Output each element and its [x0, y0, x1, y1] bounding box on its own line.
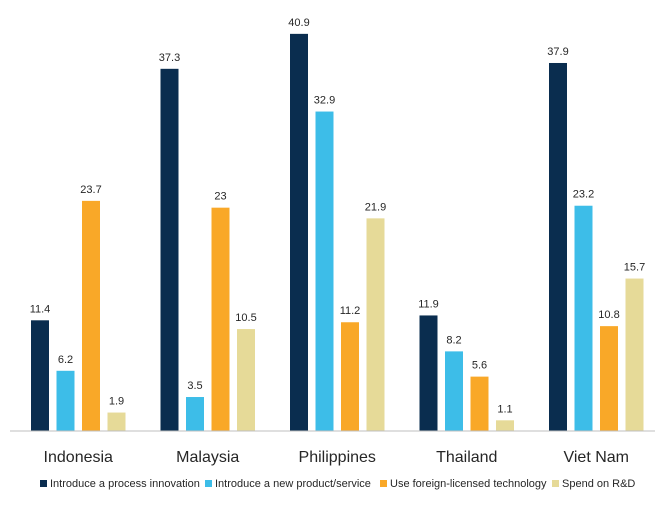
- legend-label-use-foreign-licensed-technology: Use foreign-licensed technology: [390, 478, 547, 490]
- value-label-philippines-use-foreign-licensed-technology: 11.2: [340, 305, 361, 317]
- bar-thailand-spend-on-r-d: [496, 420, 514, 431]
- category-labels-layer: Indonesia Malaysia Philippines Thailand Viet…: [44, 449, 629, 466]
- bar-indonesia-introduce-a-new-product-service: [56, 370, 75, 431]
- category-label-philippines: Philippines: [299, 449, 376, 466]
- bar-viet-nam-introduce-a-new-product-service: [574, 205, 593, 431]
- legend-label-introduce-a-new-product-service: Introduce a new product/service: [215, 478, 371, 490]
- bar-thailand-use-foreign-licensed-technology: [470, 376, 489, 431]
- bar-philippines-spend-on-r-d: [366, 218, 385, 431]
- bar-philippines-introduce-a-new-product-service: [315, 111, 334, 431]
- value-label-indonesia-use-foreign-licensed-technology: 23.7: [80, 184, 101, 196]
- bars-layer: [31, 33, 644, 432]
- legend-swatch-use-foreign-licensed-technology: [380, 480, 387, 487]
- value-label-indonesia-introduce-a-new-product-service: 6.2: [58, 354, 73, 366]
- value-label-philippines-introduce-a-process-innovation: 40.9: [288, 17, 309, 29]
- value-label-viet-nam-introduce-a-process-innovation: 37.9: [547, 46, 568, 58]
- value-label-malaysia-introduce-a-process-innovation: 37.3: [159, 52, 180, 64]
- category-label-indonesia: Indonesia: [44, 449, 113, 466]
- value-label-thailand-introduce-a-new-product-service: 8.2: [446, 334, 461, 346]
- bar-indonesia-introduce-a-process-innovation: [31, 320, 49, 431]
- bar-thailand-introduce-a-process-innovation: [419, 315, 438, 431]
- value-label-thailand-use-foreign-licensed-technology: 5.6: [472, 360, 487, 372]
- bar-viet-nam-use-foreign-licensed-technology: [600, 326, 618, 431]
- legend-swatch-introduce-a-new-product-service: [205, 480, 212, 487]
- legend-label-spend-on-r-d: Spend on R&D: [562, 478, 635, 490]
- value-label-indonesia-introduce-a-process-innovation: 11.4: [30, 303, 51, 315]
- value-labels-layer: 11.4 6.2 23.7 1.9 37.3 3.5 23 10.5 40.9 32.9 11.2 2…: [30, 17, 646, 415]
- legend: Introduce a process innovation Introduce …: [40, 478, 635, 490]
- value-label-viet-nam-spend-on-r-d: 15.7: [624, 262, 645, 274]
- bar-malaysia-introduce-a-new-product-service: [186, 397, 204, 431]
- bar-philippines-use-foreign-licensed-technology: [341, 322, 359, 431]
- bar-malaysia-introduce-a-process-innovation: [160, 68, 179, 431]
- legend-swatch-spend-on-r-d: [552, 480, 559, 487]
- bar-philippines-introduce-a-process-innovation: [290, 33, 308, 432]
- category-label-malaysia: Malaysia: [176, 449, 239, 466]
- category-label-viet-nam: Viet Nam: [563, 449, 629, 466]
- bar-viet-nam-spend-on-r-d: [625, 278, 644, 431]
- bar-indonesia-use-foreign-licensed-technology: [82, 200, 100, 431]
- value-label-malaysia-introduce-a-new-product-service: 3.5: [187, 380, 202, 392]
- bar-viet-nam-introduce-a-process-innovation: [549, 62, 567, 432]
- legend-swatch-introduce-a-process-innovation: [40, 480, 47, 487]
- category-label-thailand: Thailand: [436, 449, 497, 466]
- value-label-malaysia-spend-on-r-d: 10.5: [235, 312, 256, 324]
- value-label-viet-nam-introduce-a-new-product-service: 23.2: [573, 189, 594, 201]
- value-label-thailand-spend-on-r-d: 1.1: [497, 403, 512, 415]
- value-label-thailand-introduce-a-process-innovation: 11.9: [418, 298, 439, 310]
- value-label-viet-nam-use-foreign-licensed-technology: 10.8: [598, 309, 619, 321]
- legend-label-introduce-a-process-innovation: Introduce a process innovation: [50, 478, 200, 490]
- bar-malaysia-spend-on-r-d: [237, 329, 255, 431]
- value-label-philippines-introduce-a-new-product-service: 32.9: [314, 95, 335, 107]
- value-label-philippines-spend-on-r-d: 21.9: [365, 201, 386, 213]
- value-label-malaysia-use-foreign-licensed-technology: 23: [214, 191, 226, 203]
- bar-thailand-introduce-a-new-product-service: [445, 351, 463, 431]
- bar-indonesia-spend-on-r-d: [107, 412, 126, 431]
- value-label-indonesia-spend-on-r-d: 1.9: [109, 396, 124, 408]
- bar-malaysia-use-foreign-licensed-technology: [211, 207, 230, 431]
